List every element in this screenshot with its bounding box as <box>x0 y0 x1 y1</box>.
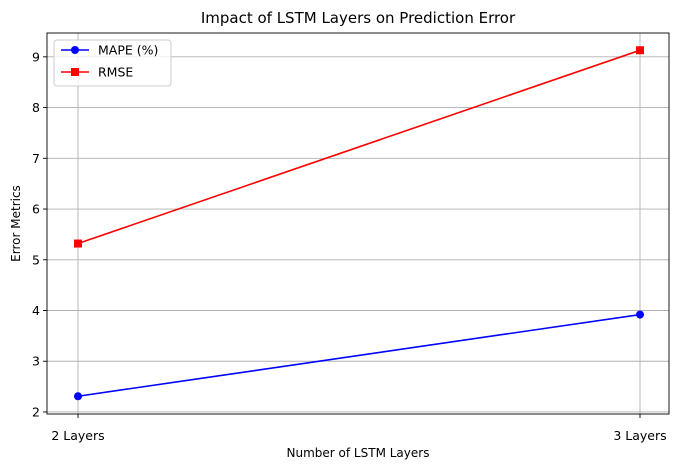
x-tick-label: 2 Layers <box>51 428 104 443</box>
legend-marker-rmse <box>71 68 79 76</box>
y-tick-label: 9 <box>32 49 40 64</box>
series-line-rmse <box>77 49 641 245</box>
y-tick-label: 4 <box>32 303 40 318</box>
legend-marker-mape <box>71 46 79 54</box>
series-layer <box>74 46 644 401</box>
grid <box>47 33 669 414</box>
y-tick-label: 8 <box>32 100 40 115</box>
legend: MAPE (%) RMSE <box>53 39 172 87</box>
plot-frame <box>46 32 670 415</box>
x-axis-label: Number of LSTM Layers <box>287 446 430 460</box>
legend-label-rmse: RMSE <box>98 65 133 80</box>
y-tick-label: 3 <box>32 354 40 369</box>
y-tick-label: 5 <box>32 252 40 267</box>
series-line-mape <box>77 313 641 398</box>
x-tick-label: 3 Layers <box>613 428 666 443</box>
legend-label-mape: MAPE (%) <box>98 43 158 58</box>
y-axis-ticks: 2 3 4 5 6 7 8 9 <box>32 49 47 419</box>
y-axis-label: Error Metrics <box>9 185 23 262</box>
legend-box <box>53 39 172 87</box>
chart-title: Impact of LSTM Layers on Prediction Erro… <box>201 9 516 27</box>
data-point-mape <box>636 310 644 319</box>
data-point-mape <box>74 392 82 401</box>
data-point-rmse <box>74 239 82 248</box>
data-point-rmse <box>636 46 644 55</box>
y-tick-label: 2 <box>32 404 40 419</box>
y-tick-label: 6 <box>32 202 40 217</box>
y-tick-label: 7 <box>32 151 40 166</box>
x-axis-ticks: 2 Layers 3 Layers <box>51 414 667 443</box>
